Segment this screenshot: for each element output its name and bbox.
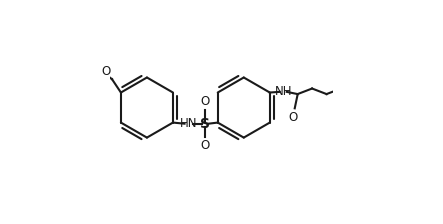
Text: O: O: [101, 65, 111, 78]
Text: HN: HN: [180, 117, 197, 130]
Text: S: S: [200, 117, 210, 131]
Text: NH: NH: [274, 85, 292, 98]
Text: O: O: [201, 139, 210, 152]
Text: O: O: [288, 111, 297, 124]
Text: O: O: [201, 95, 210, 108]
